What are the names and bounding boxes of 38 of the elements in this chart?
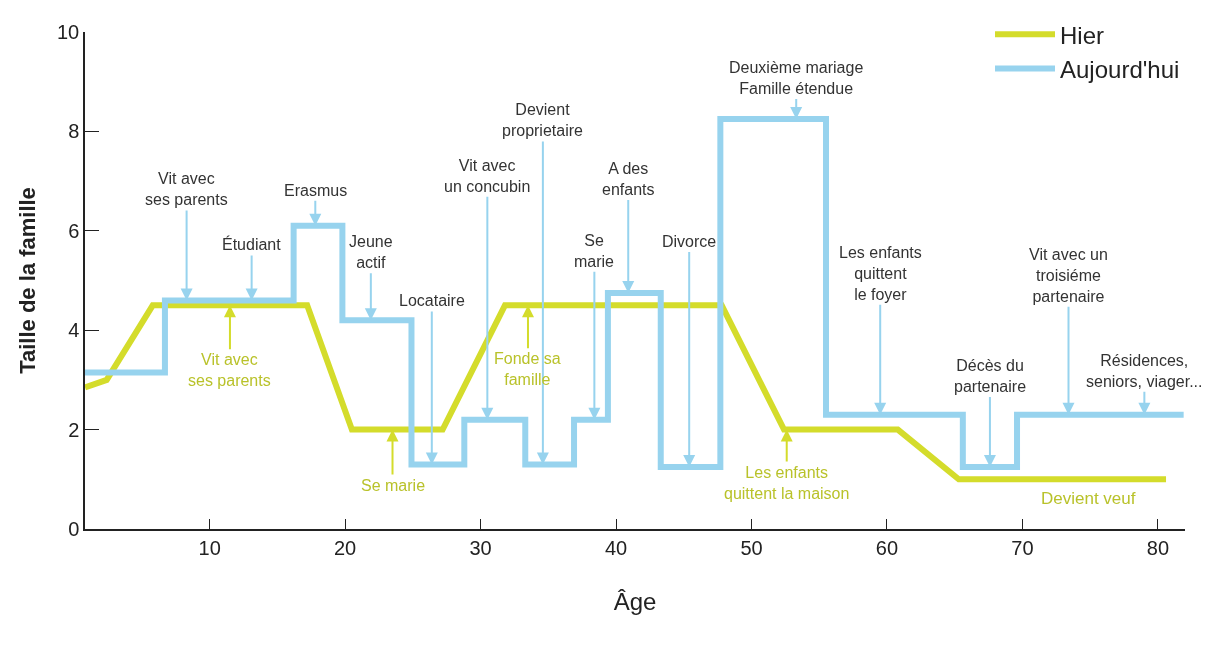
x-tick-label: 70: [1011, 536, 1034, 559]
y-tick-label: 2: [68, 418, 80, 441]
annotation: Les enfants quittent le foyer: [839, 244, 922, 303]
annotation: Fonde sa famille: [494, 350, 561, 388]
x-tick-label: 20: [333, 536, 357, 559]
y-tick-label: 6: [68, 219, 80, 242]
annotation: Vit avec ses parents: [145, 170, 228, 208]
annotation: Jeune actif: [349, 233, 393, 271]
legend-label: Hier: [1060, 21, 1105, 49]
y-tick-label: 0: [68, 518, 80, 540]
x-tick-label: 10: [198, 536, 221, 559]
annotation: Résidences, seniors, viager...: [1086, 352, 1203, 390]
x-tick-label: 50: [740, 536, 763, 559]
x-tick-label: 60: [875, 536, 899, 559]
annotation: Les enfants quittent la maison: [724, 464, 850, 502]
annotation: Se marie: [361, 477, 426, 494]
annotation: Étudiant: [222, 235, 282, 253]
y-axis-title: Taille de la famille: [15, 187, 41, 374]
annotation: Se marie: [574, 232, 615, 270]
annotation: Vit avec un troisiéme partenaire: [1029, 246, 1108, 305]
annotation: Deuxième mariage Famille étendue: [729, 59, 864, 97]
annotation: Devient veuf: [1041, 489, 1136, 508]
y-tick-label: 4: [68, 319, 80, 342]
x-tick-label: 30: [469, 536, 492, 559]
legend-label: Aujourd'hui: [1060, 55, 1180, 83]
annotation: Vit avec ses parents: [188, 351, 271, 389]
annotation: Erasmus: [284, 182, 348, 199]
annotation: Décès du partenaire: [954, 357, 1027, 395]
annotation: A des enfants: [602, 160, 655, 198]
x-tick-label: 40: [604, 536, 628, 559]
annotation: Divorce: [662, 233, 717, 250]
annotation: Vit avec un concubin: [444, 157, 531, 195]
y-tick-label: 8: [68, 120, 80, 143]
x-tick-label: 80: [1146, 536, 1170, 559]
y-tick-label: 10: [57, 21, 80, 43]
x-axis-title: Âge: [613, 587, 657, 615]
annotation: Locataire: [399, 292, 465, 309]
annotation: Devient proprietaire: [502, 101, 584, 139]
